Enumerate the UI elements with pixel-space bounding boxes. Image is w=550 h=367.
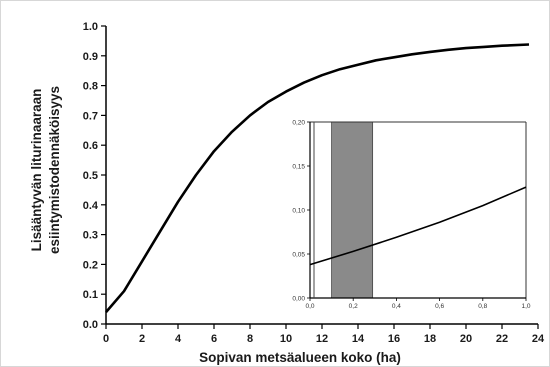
y-tick-label: 0.0 <box>83 319 98 331</box>
y-tick-label: 0.7 <box>83 110 98 122</box>
inset-y-tick-label: 0,00 <box>292 296 305 303</box>
probability-curve <box>105 43 530 313</box>
inset-probability-curve <box>309 186 527 266</box>
y-tick-label: 0.5 <box>83 170 98 182</box>
y-axis-label-line-1: Lisääntyvän liturinaaraan <box>29 89 44 252</box>
y-axis-label-line-2: esiintymistodennäköisyys <box>47 86 62 254</box>
inset-x-tick-label: 1,0 <box>521 303 530 310</box>
x-tick-label: 2 <box>139 333 145 345</box>
x-axis-label: Sopivan metsäalueen koko (ha) <box>199 350 401 365</box>
y-tick-label: 0.3 <box>83 230 98 242</box>
inset-y-tick-label: 0,20 <box>292 120 305 127</box>
y-tick-label: 0.1 <box>83 289 98 301</box>
y-tick-label: 0.4 <box>83 200 99 212</box>
inset-x-tick-label: 0,8 <box>478 303 487 310</box>
inset-y-tick-label: 0,05 <box>292 252 305 259</box>
inset-x-tick-label: 0,6 <box>435 303 444 310</box>
shaded-range <box>331 121 374 299</box>
x-tick-label: 6 <box>211 333 217 345</box>
x-tick-label: 16 <box>388 333 400 345</box>
main-plot: 0.00.10.20.30.40.50.60.70.80.91.00 2 4 6 8 10… <box>83 21 545 345</box>
x-tick-label: 0 <box>103 333 109 345</box>
x-tick-label: 18 <box>424 333 436 345</box>
x-tick-label: 12 <box>316 333 328 345</box>
y-tick-label: 0.9 <box>83 51 98 63</box>
inset-y-tick-label: 0,15 <box>292 164 305 171</box>
x-tick-label: 24 <box>532 333 545 345</box>
x-tick-label: 20 <box>460 333 472 345</box>
y-tick-label: 1.0 <box>83 21 98 33</box>
inset-y-tick-label: 0,10 <box>292 208 305 215</box>
x-tick-label: 8 <box>247 333 253 345</box>
y-tick-label: 0.8 <box>83 81 98 93</box>
inset-x-tick-label: 0,0 <box>305 303 314 310</box>
x-tick-label: 22 <box>496 333 508 345</box>
y-tick-label: 0.6 <box>83 140 98 152</box>
inset-x-tick-label: 0,2 <box>349 303 358 310</box>
x-tick-label: 10 <box>280 333 292 345</box>
y-tick-label: 0.2 <box>83 259 98 271</box>
x-tick-label: 4 <box>175 333 182 345</box>
x-tick-label: 14 <box>352 333 365 345</box>
inset-plot: 0,00 0,05 0,10 0,15 0,20 0,0 0,2 0,4 0,6 0,8 1,0 <box>292 120 531 311</box>
inset-x-tick-label: 0,4 <box>392 303 401 310</box>
